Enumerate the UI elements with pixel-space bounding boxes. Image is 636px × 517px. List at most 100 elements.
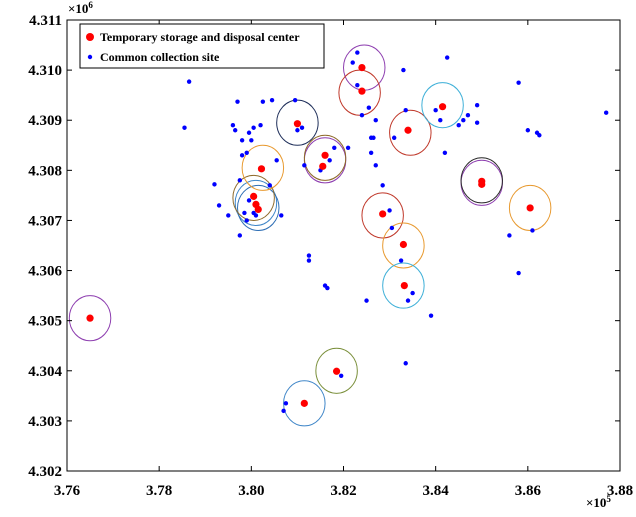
collection-site-point — [239, 153, 245, 158]
x-axis-multiplier-exponent: 5 — [606, 494, 611, 504]
collection-site-point — [359, 113, 365, 118]
collection-site-point — [246, 198, 252, 203]
disposal-center-point — [379, 210, 387, 218]
disposal-center-point — [250, 192, 258, 200]
collection-site-point — [182, 125, 187, 130]
collection-site-point — [306, 253, 312, 258]
y-axis-multiplier: ×106 — [68, 0, 93, 16]
y-tick-label: 4.303 — [28, 414, 62, 430]
x-axis: 3.76 3.78 3.80 3.82 3.84 3.86 3.88 — [54, 20, 633, 499]
service-circle — [508, 184, 552, 231]
legend-label-collection-site: Common collection site — [100, 50, 220, 64]
collection-site-point — [302, 163, 307, 168]
collection-site-point — [368, 150, 374, 155]
collection-site-point — [260, 99, 266, 104]
collection-site-point — [410, 290, 415, 296]
x-axis-multiplier: ×105 — [586, 494, 611, 510]
disposal-center-point — [254, 205, 262, 214]
collection-site-point — [283, 401, 289, 406]
service-circle — [382, 262, 425, 309]
y-axis-multiplier-exponent: 6 — [88, 0, 93, 10]
collection-site-point — [403, 108, 408, 113]
service-circle — [232, 174, 275, 221]
disposal-center-point — [321, 151, 329, 159]
legend-marker-collection-site — [87, 54, 93, 60]
y-tick-label: 4.308 — [28, 163, 62, 179]
collection-site-point — [373, 163, 378, 168]
collection-site-point — [371, 135, 376, 140]
y-tick-label: 4.304 — [28, 364, 62, 380]
collection-site-point — [428, 313, 434, 318]
collection-site-point — [507, 233, 512, 238]
collection-site-point — [244, 218, 249, 223]
collection-site-point — [461, 118, 466, 123]
collection-site-point — [242, 210, 247, 216]
collection-site-point — [235, 99, 240, 104]
collection-site-point — [401, 67, 406, 73]
disposal-center-point — [319, 162, 327, 170]
disposal-center-point — [300, 399, 308, 407]
x-tick-label: 3.78 — [146, 483, 172, 499]
service-circle — [276, 99, 319, 146]
collection-site-point — [603, 110, 609, 115]
disposal-center-point — [400, 281, 408, 290]
collection-site-point — [267, 183, 272, 188]
service-circle — [68, 295, 112, 342]
x-tick-label: 3.76 — [54, 483, 81, 499]
service-circle — [389, 109, 432, 156]
collection-site-point — [438, 118, 443, 123]
collection-site-point — [433, 108, 438, 113]
collection-site-point — [456, 123, 461, 128]
legend-label-disposal-center: Temporary storage and disposal center — [100, 30, 300, 44]
disposal-center-point — [399, 240, 408, 249]
y-tick-label: 4.305 — [28, 314, 62, 330]
service-circle — [460, 157, 503, 204]
x-tick-label: 3.88 — [607, 483, 633, 499]
collection-site-point — [380, 183, 385, 188]
legend-box — [79, 23, 325, 69]
legend-marker-disposal-center — [86, 33, 94, 41]
disposal-center-point — [438, 103, 447, 111]
disposal-center-point — [293, 120, 302, 128]
y-tick-label: 4.309 — [28, 113, 62, 129]
collection-site-point — [530, 228, 535, 233]
collection-site-point — [366, 105, 372, 110]
x-tick-label: 3.80 — [238, 483, 264, 499]
collection-site-point — [516, 270, 521, 276]
collection-site-point — [350, 60, 355, 65]
y-tick-label: 4.307 — [28, 213, 62, 229]
collection-site-point — [444, 55, 450, 60]
collection-site-point — [244, 150, 249, 155]
service-circle — [382, 222, 425, 269]
collection-site-point — [525, 128, 531, 133]
service-circle — [421, 82, 464, 129]
x-tick-label: 3.82 — [330, 483, 356, 499]
collection-site-point — [237, 233, 243, 238]
collection-site-point — [364, 298, 369, 303]
y-tick-label: 4.306 — [28, 264, 62, 280]
collection-site-point — [258, 123, 263, 128]
collection-site-point — [233, 128, 238, 133]
collection-site-point — [237, 178, 243, 183]
collection-site-point — [279, 213, 284, 218]
collection-site-point — [230, 123, 236, 128]
collection-site-point — [216, 203, 222, 208]
collection-site-point — [338, 373, 344, 378]
legend: Temporary storage and disposal center Co… — [79, 23, 325, 69]
service-circle — [241, 144, 285, 191]
service-circle — [234, 179, 278, 226]
collection-site-point — [306, 258, 312, 263]
disposal-center-point — [332, 367, 341, 375]
collection-site-point — [516, 80, 521, 85]
collection-site-point — [281, 408, 286, 414]
service-circle — [237, 184, 280, 231]
disposal-center-point — [86, 314, 94, 322]
collection-site-point — [212, 182, 217, 187]
collection-site-point — [295, 128, 300, 133]
collection-site-point — [253, 213, 259, 218]
service-circle — [283, 380, 326, 427]
collection-site-point — [239, 138, 245, 143]
x-tick-label: 3.86 — [515, 483, 542, 499]
disposal-center-point — [358, 64, 366, 72]
collection-site-point — [405, 298, 411, 303]
